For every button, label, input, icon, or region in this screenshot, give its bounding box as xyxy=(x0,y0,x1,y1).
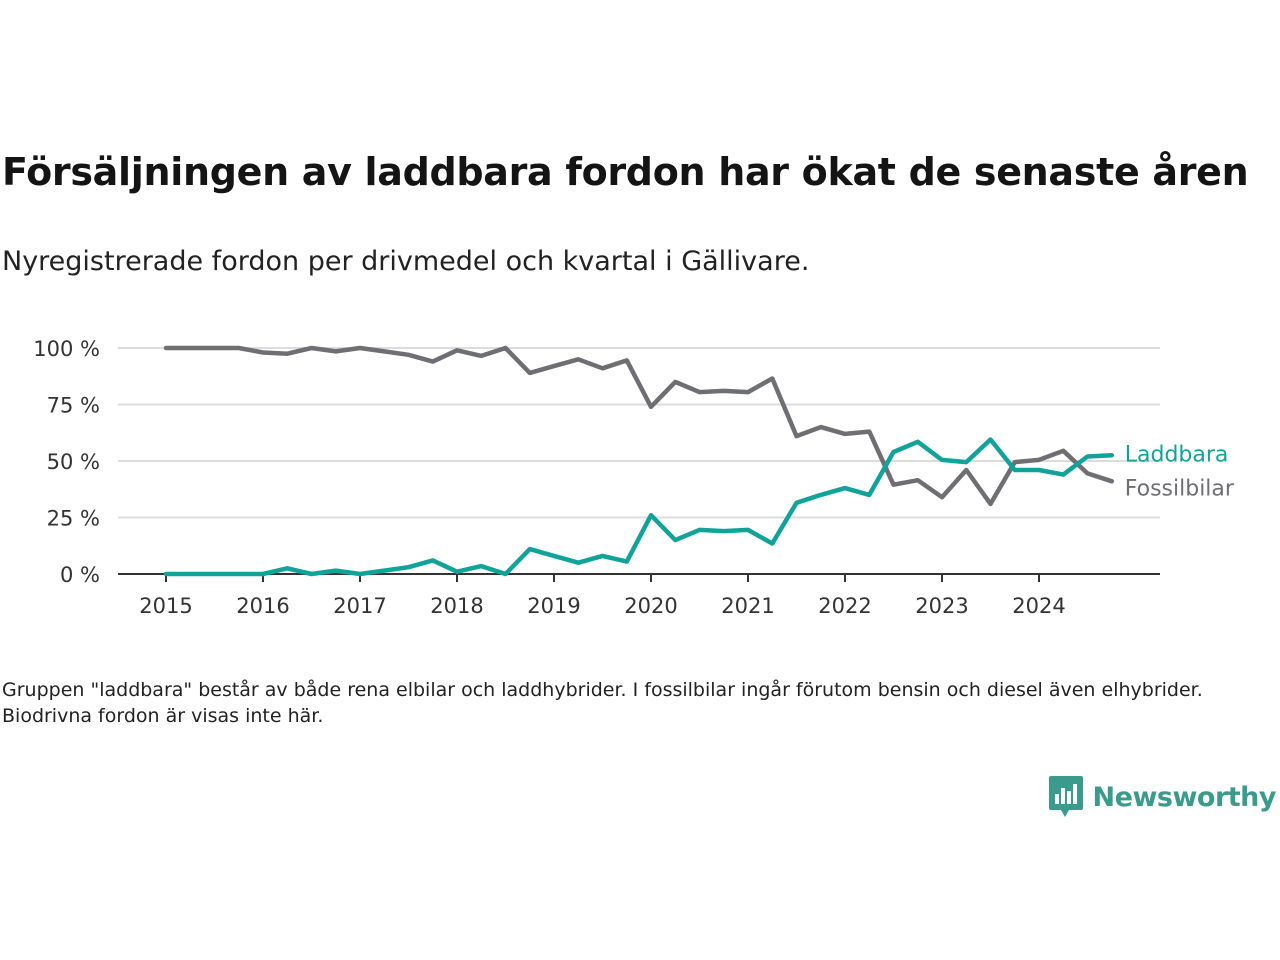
line-chart: 0 %25 %50 %75 %100 % 2015 2016 2017 2018 201… xyxy=(33,337,1235,618)
newsworthy-logo-icon xyxy=(1048,776,1083,817)
chart-subtitle: Nyregistrerade fordon per drivmedel och … xyxy=(2,246,810,277)
y-tick-label: 50 % xyxy=(47,450,100,474)
y-tick-label: 25 % xyxy=(47,507,100,531)
x-tick-label: 2024 xyxy=(1012,594,1065,618)
chart-title: Försäljningen av laddbara fordon har öka… xyxy=(2,150,1249,194)
gridlines xyxy=(118,347,1160,519)
x-tick-label: 2023 xyxy=(915,594,968,618)
y-tick-label: 75 % xyxy=(47,394,100,418)
brand-logo[interactable]: Newsworthy xyxy=(1048,776,1277,818)
x-tick-label: 2017 xyxy=(333,594,386,618)
x-axis xyxy=(118,573,1160,582)
x-tick-label: 2018 xyxy=(430,594,483,618)
x-tick-labels: 2015 2016 2017 2018 2019 2020 2021 2022 2023 2024 xyxy=(139,594,1065,618)
y-tick-label: 100 % xyxy=(33,337,100,361)
x-tick-label: 2015 xyxy=(139,594,192,618)
y-tick-label: 0 % xyxy=(60,563,100,587)
x-tick-label: 2022 xyxy=(818,594,871,618)
series-lines xyxy=(163,345,1115,577)
series-line-laddbara xyxy=(163,437,1115,577)
x-tick-label: 2021 xyxy=(721,594,774,618)
series-labels: Laddbara Fossilbilar xyxy=(1125,442,1235,501)
series-label-laddbara: Laddbara xyxy=(1125,442,1229,467)
brand-name: Newsworthy xyxy=(1092,781,1277,813)
x-tick-label: 2016 xyxy=(236,594,289,618)
series-label-fossilbilar: Fossilbilar xyxy=(1125,476,1235,501)
y-tick-labels: 0 % 25 % 50 % 75 % 100 % xyxy=(33,337,100,587)
x-tick-label: 2020 xyxy=(624,594,677,618)
x-tick-label: 2019 xyxy=(527,594,580,618)
series-line-fossilbilar xyxy=(163,345,1115,507)
footnote: Gruppen "laddbara" består av både rena e… xyxy=(2,679,1203,727)
